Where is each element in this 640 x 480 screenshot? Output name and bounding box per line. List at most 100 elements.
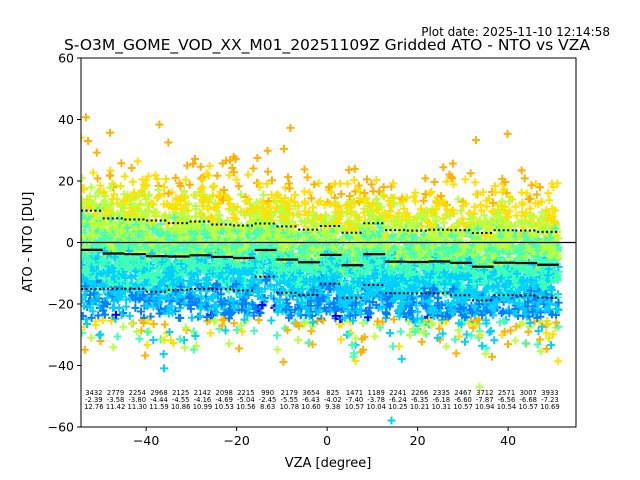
scatter-point	[180, 299, 189, 308]
scatter-point	[149, 294, 158, 303]
scatter-point	[232, 242, 241, 251]
scatter-point	[267, 212, 276, 221]
scatter-point	[265, 202, 274, 211]
scatter-point	[82, 264, 91, 273]
scatter-point	[286, 123, 295, 132]
scatter-point	[172, 201, 181, 210]
scatter-point	[290, 190, 299, 199]
scatter-point	[274, 191, 283, 200]
scatter-point	[142, 271, 151, 280]
scatter-point	[297, 217, 306, 226]
scatter-point	[143, 328, 152, 337]
scatter-point	[135, 334, 144, 343]
scatter-point	[192, 341, 201, 350]
scatter-point	[127, 164, 136, 173]
scatter-point	[149, 336, 158, 345]
scatter-point	[213, 171, 222, 180]
scatter-point	[149, 224, 158, 233]
scatter-point	[88, 230, 97, 239]
scatter-point	[208, 283, 217, 292]
scatter-point	[171, 173, 180, 182]
scatter-point	[89, 232, 98, 240]
scatter-point	[160, 364, 169, 373]
scatter-point	[210, 301, 219, 310]
scatter-point	[421, 174, 430, 183]
scatter-point	[243, 311, 252, 320]
scatter-point	[205, 161, 214, 170]
scatter-point	[224, 286, 233, 295]
scatter-point	[216, 297, 225, 306]
scatter-point	[99, 219, 108, 228]
scatter-point	[98, 316, 107, 325]
scatter-point	[256, 309, 265, 318]
scatter-point	[222, 264, 231, 273]
scatter-point	[81, 345, 89, 354]
scatter-point	[137, 186, 146, 195]
scatter-point	[208, 311, 217, 320]
scatter-point	[345, 192, 354, 201]
scatter-point	[189, 256, 198, 265]
scatter-point	[186, 264, 195, 273]
scatter-point	[155, 230, 164, 239]
scatter-point	[254, 179, 263, 188]
scatter-point	[244, 304, 253, 313]
scatter-point	[106, 171, 115, 180]
scatter-point	[195, 286, 204, 295]
scatter-point	[486, 326, 495, 335]
scatter-point	[136, 263, 145, 272]
scatter-point	[176, 182, 185, 191]
scatter-point	[300, 165, 309, 174]
scatter-point	[154, 281, 163, 290]
scatter-point	[228, 164, 237, 173]
scatter-point	[283, 326, 292, 335]
scatter-point	[210, 181, 219, 190]
scatter-point	[159, 200, 168, 209]
scatter-point	[290, 197, 299, 206]
scatter-point	[103, 293, 112, 302]
scatter-point	[266, 291, 275, 300]
scatter-point	[134, 191, 143, 200]
scatter-point	[208, 269, 217, 278]
scatter-point	[256, 214, 265, 223]
scatter-point	[254, 266, 263, 275]
scatter-point	[127, 319, 136, 328]
scatter-point	[110, 272, 119, 281]
scatter-point	[81, 174, 86, 183]
scatter-point	[388, 342, 397, 351]
scatter-point	[279, 357, 288, 366]
scatter-point	[259, 190, 268, 199]
scatter-point	[277, 260, 286, 269]
scatter-point	[184, 212, 193, 221]
scatter-point	[173, 264, 182, 273]
scatter-point	[462, 330, 471, 339]
scatter-point	[196, 162, 205, 171]
scatter-points	[81, 113, 563, 425]
scatter-point	[116, 182, 125, 191]
scatter-point	[439, 218, 448, 227]
scatter-point	[110, 190, 119, 199]
scatter-point	[139, 318, 148, 327]
scatter-point	[275, 231, 284, 240]
scatter-point	[370, 332, 379, 341]
scatter-point	[160, 320, 169, 329]
scatter-point	[123, 223, 132, 232]
scatter-point	[232, 175, 241, 184]
scatter-point	[225, 314, 234, 323]
scatter-point	[159, 212, 168, 221]
scatter-point	[89, 297, 98, 306]
scatter-point	[261, 222, 270, 231]
scatter-point	[276, 216, 285, 225]
scatter-point	[158, 258, 167, 267]
scatter-point	[196, 292, 205, 301]
scatter-point	[111, 224, 120, 233]
scatter-point	[171, 287, 180, 296]
scatter-point	[466, 169, 475, 178]
scatter-point	[100, 196, 109, 205]
scatter-point	[83, 237, 92, 246]
scatter-point	[213, 266, 222, 275]
scatter-point	[154, 243, 163, 252]
scatter-point	[225, 199, 234, 208]
scatter-point	[202, 169, 211, 178]
scatter-point	[267, 176, 276, 185]
